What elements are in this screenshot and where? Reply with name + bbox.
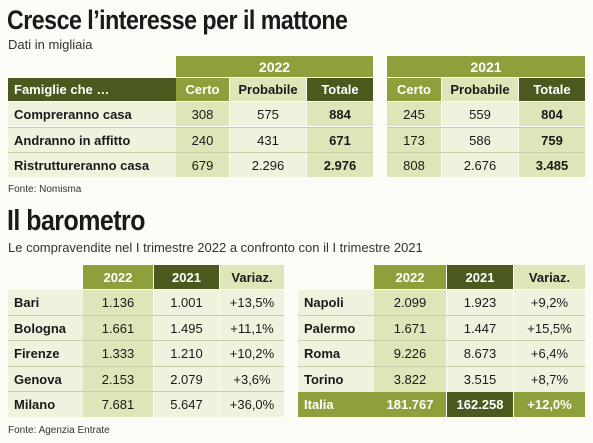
row-divider	[8, 315, 284, 316]
city-name: Genova	[8, 367, 83, 392]
value-2022: 1.661	[83, 316, 153, 341]
value-2021: 8.673	[447, 341, 513, 366]
col-probabile-2022: Probabile	[230, 78, 306, 101]
variation: +8,7%	[514, 367, 585, 392]
city-name: Firenze	[8, 341, 83, 366]
section2-title: Il barometro	[7, 205, 145, 237]
left-col-2021: 2021	[154, 265, 219, 289]
cell-certo-2022: 308	[176, 102, 229, 126]
variation: +36,0%	[220, 392, 284, 417]
value-2022: 1.136	[83, 290, 153, 315]
right-col-var: Variaz.	[514, 265, 585, 289]
cell-probabile-2022: 575	[230, 102, 306, 126]
row-divider	[8, 152, 373, 153]
cell-probabile-2021: 586	[442, 128, 518, 152]
value-2022: 1.671	[374, 316, 446, 341]
row-label: Compreranno casa	[8, 102, 176, 126]
row-divider	[8, 391, 284, 392]
variation: +3,6%	[220, 367, 284, 392]
cell-certo-2021: 173	[387, 128, 441, 152]
row-divider	[298, 315, 585, 316]
col-totale-2022: Totale	[307, 78, 373, 101]
row-label: Andranno in affitto	[8, 128, 176, 152]
cell-probabile-2022: 2.296	[230, 153, 306, 177]
year-2022-header: 2022	[176, 56, 373, 77]
right-col-2022: 2022	[374, 265, 446, 289]
value-2022: 9.226	[374, 341, 446, 366]
value-2021: 1.210	[154, 341, 219, 366]
section2-subtitle: Le compravendite nel I trimestre 2022 a …	[8, 240, 423, 255]
row-divider	[8, 366, 284, 367]
city-name: Italia	[298, 392, 374, 417]
row-divider	[298, 366, 585, 367]
value-2022: 2.153	[83, 367, 153, 392]
city-name: Bologna	[8, 316, 83, 341]
section1-subtitle: Dati in migliaia	[8, 37, 93, 52]
row-divider	[8, 127, 373, 128]
families-header: Famiglie che …	[8, 78, 176, 101]
col-certo-2022: Certo	[176, 78, 229, 101]
variation: +9,2%	[514, 290, 585, 315]
value-2022: 2.099	[374, 290, 446, 315]
row-divider	[387, 152, 585, 153]
row-divider	[387, 127, 585, 128]
value-2021: 162.258	[447, 392, 513, 417]
city-name: Napoli	[298, 290, 374, 315]
left-col-var: Variaz.	[220, 265, 284, 289]
cell-certo-2021: 245	[387, 102, 441, 126]
value-2021: 1.447	[447, 316, 513, 341]
value-2021: 3.515	[447, 367, 513, 392]
row-divider	[8, 340, 284, 341]
value-2022: 1.333	[83, 341, 153, 366]
variation: +11,1%	[220, 316, 284, 341]
right-col-2021: 2021	[447, 265, 513, 289]
cell-certo-2022: 679	[176, 153, 229, 177]
city-name: Milano	[8, 392, 83, 417]
year-2021-header: 2021	[387, 56, 585, 77]
row-label: Ristrutture­ranno casa	[8, 153, 176, 177]
col-certo-2021: Certo	[387, 78, 441, 101]
city-name: Bari	[8, 290, 83, 315]
cell-totale-2022: 2.976	[307, 153, 373, 177]
variation: +15,5%	[514, 316, 585, 341]
city-name: Palermo	[298, 316, 374, 341]
variation: +12,0%	[514, 392, 585, 417]
row-divider	[298, 340, 585, 341]
city-name: Torino	[298, 367, 374, 392]
cell-totale-2022: 884	[307, 102, 373, 126]
cell-probabile-2022: 431	[230, 128, 306, 152]
value-2021: 1.001	[154, 290, 219, 315]
value-2022: 181.767	[374, 392, 446, 417]
value-2022: 7.681	[83, 392, 153, 417]
section1-title: Cresce l’interesse per il mattone	[7, 5, 348, 35]
city-name: Roma	[298, 341, 374, 366]
value-2021: 2.079	[154, 367, 219, 392]
variation: +10,2%	[220, 341, 284, 366]
value-2021: 5.647	[154, 392, 219, 417]
cell-certo-2022: 240	[176, 128, 229, 152]
value-2022: 3.822	[374, 367, 446, 392]
cell-probabile-2021: 2.676	[442, 153, 518, 177]
col-probabile-2021: Probabile	[442, 78, 518, 101]
variation: +6,4%	[514, 341, 585, 366]
cell-totale-2021: 804	[519, 102, 585, 126]
value-2021: 1.923	[447, 290, 513, 315]
cell-certo-2021: 808	[387, 153, 441, 177]
col-totale-2021: Totale	[519, 78, 585, 101]
cell-totale-2022: 671	[307, 128, 373, 152]
cell-totale-2021: 3.485	[519, 153, 585, 177]
left-col-2022: 2022	[83, 265, 153, 289]
section1-source: Fonte: Nomisma	[8, 184, 82, 195]
cell-totale-2021: 759	[519, 128, 585, 152]
cell-probabile-2021: 559	[442, 102, 518, 126]
variation: +13,5%	[220, 290, 284, 315]
section2-source: Fonte: Agenzia Entrate	[8, 425, 110, 436]
value-2021: 1.495	[154, 316, 219, 341]
